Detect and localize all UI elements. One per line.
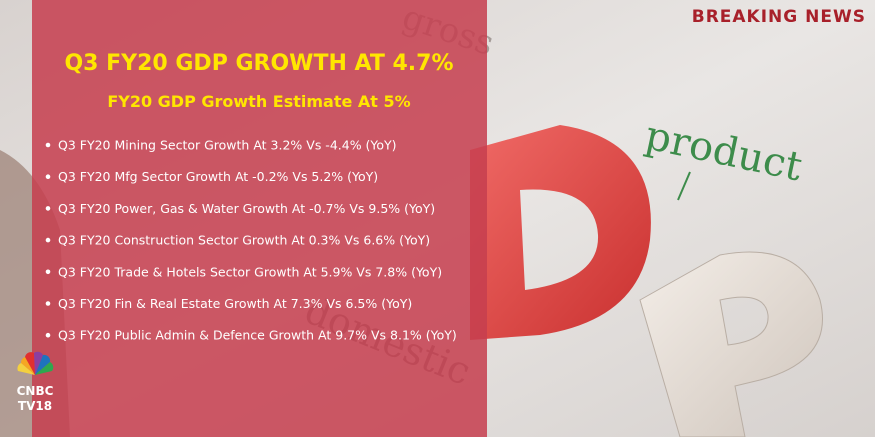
bullet-text: Q3 FY20 Power, Gas & Water Growth At -0.… bbox=[58, 201, 435, 216]
panel-title: Q3 FY20 GDP GROWTH AT 4.7% bbox=[64, 51, 453, 76]
bullet-dot bbox=[45, 269, 51, 275]
bullet-text: Q3 FY20 Public Admin & Defence Growth At… bbox=[58, 328, 457, 343]
bg-stroke bbox=[677, 171, 691, 201]
bullet-dot bbox=[45, 332, 51, 338]
peacock bbox=[17, 351, 54, 375]
info-panel bbox=[32, 0, 487, 437]
bullet-text: Q3 FY20 Trade & Hotels Sector Growth At … bbox=[58, 264, 442, 279]
panel-subtitle: FY20 GDP Growth Estimate At 5% bbox=[107, 92, 410, 111]
logo-brand: CNBC bbox=[17, 384, 54, 398]
bullet-text: Q3 FY20 Fin & Real Estate Growth At 7.3%… bbox=[58, 296, 412, 311]
bullet-text: Q3 FY20 Mining Sector Growth At 3.2% Vs … bbox=[58, 138, 397, 153]
bullet-list: Q3 FY20 Mining Sector Growth At 3.2% Vs … bbox=[45, 138, 457, 343]
breaking-news: BREAKING NEWS bbox=[692, 7, 866, 27]
logo-channel: TV18 bbox=[18, 399, 52, 413]
letter-d-shape bbox=[470, 125, 651, 340]
letter-p-shape bbox=[639, 251, 823, 437]
bullet-dot bbox=[45, 237, 51, 243]
bullet-text: Q3 FY20 Construction Sector Growth At 0.… bbox=[58, 233, 430, 248]
bullet-dot bbox=[45, 142, 51, 148]
bullet-dot bbox=[45, 301, 51, 306]
bullet-dot bbox=[45, 206, 51, 211]
bullet-dot bbox=[45, 174, 51, 179]
logo: CNBC TV18 bbox=[17, 351, 54, 413]
bullet-text: Q3 FY20 Mfg Sector Growth At -0.2% Vs 5.… bbox=[58, 169, 378, 184]
